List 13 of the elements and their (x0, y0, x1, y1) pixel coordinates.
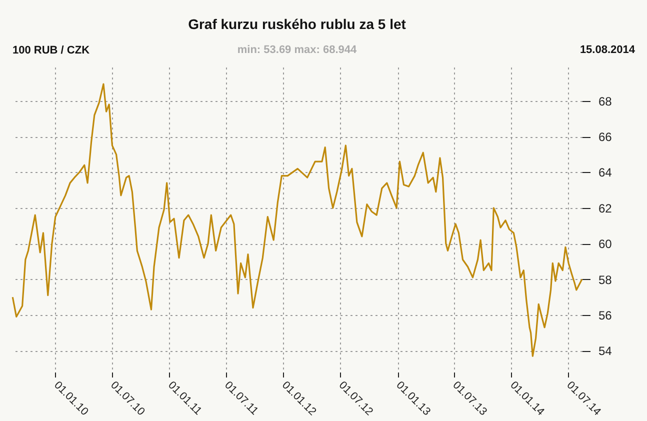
y-tick-label: 60 (598, 237, 612, 252)
y-tick-label: 54 (598, 344, 612, 358)
y-axis-title: 100 RUB / CZK (12, 44, 90, 56)
text: min: 53.69 max: 68.944 (237, 44, 358, 56)
y-tick-label: 62 (598, 201, 612, 216)
y-tick-label: 68 (598, 94, 612, 108)
chart-title: Graf kurzu ruského rublu za 5 let (188, 16, 406, 32)
line-series (12, 83, 583, 357)
y-tick-label: 58 (598, 272, 612, 287)
text: 15.08.2014 (580, 44, 636, 56)
y-tick-label: 64 (598, 166, 612, 180)
y-tick-label: 66 (598, 130, 612, 144)
y-tick-label: 56 (598, 308, 612, 322)
